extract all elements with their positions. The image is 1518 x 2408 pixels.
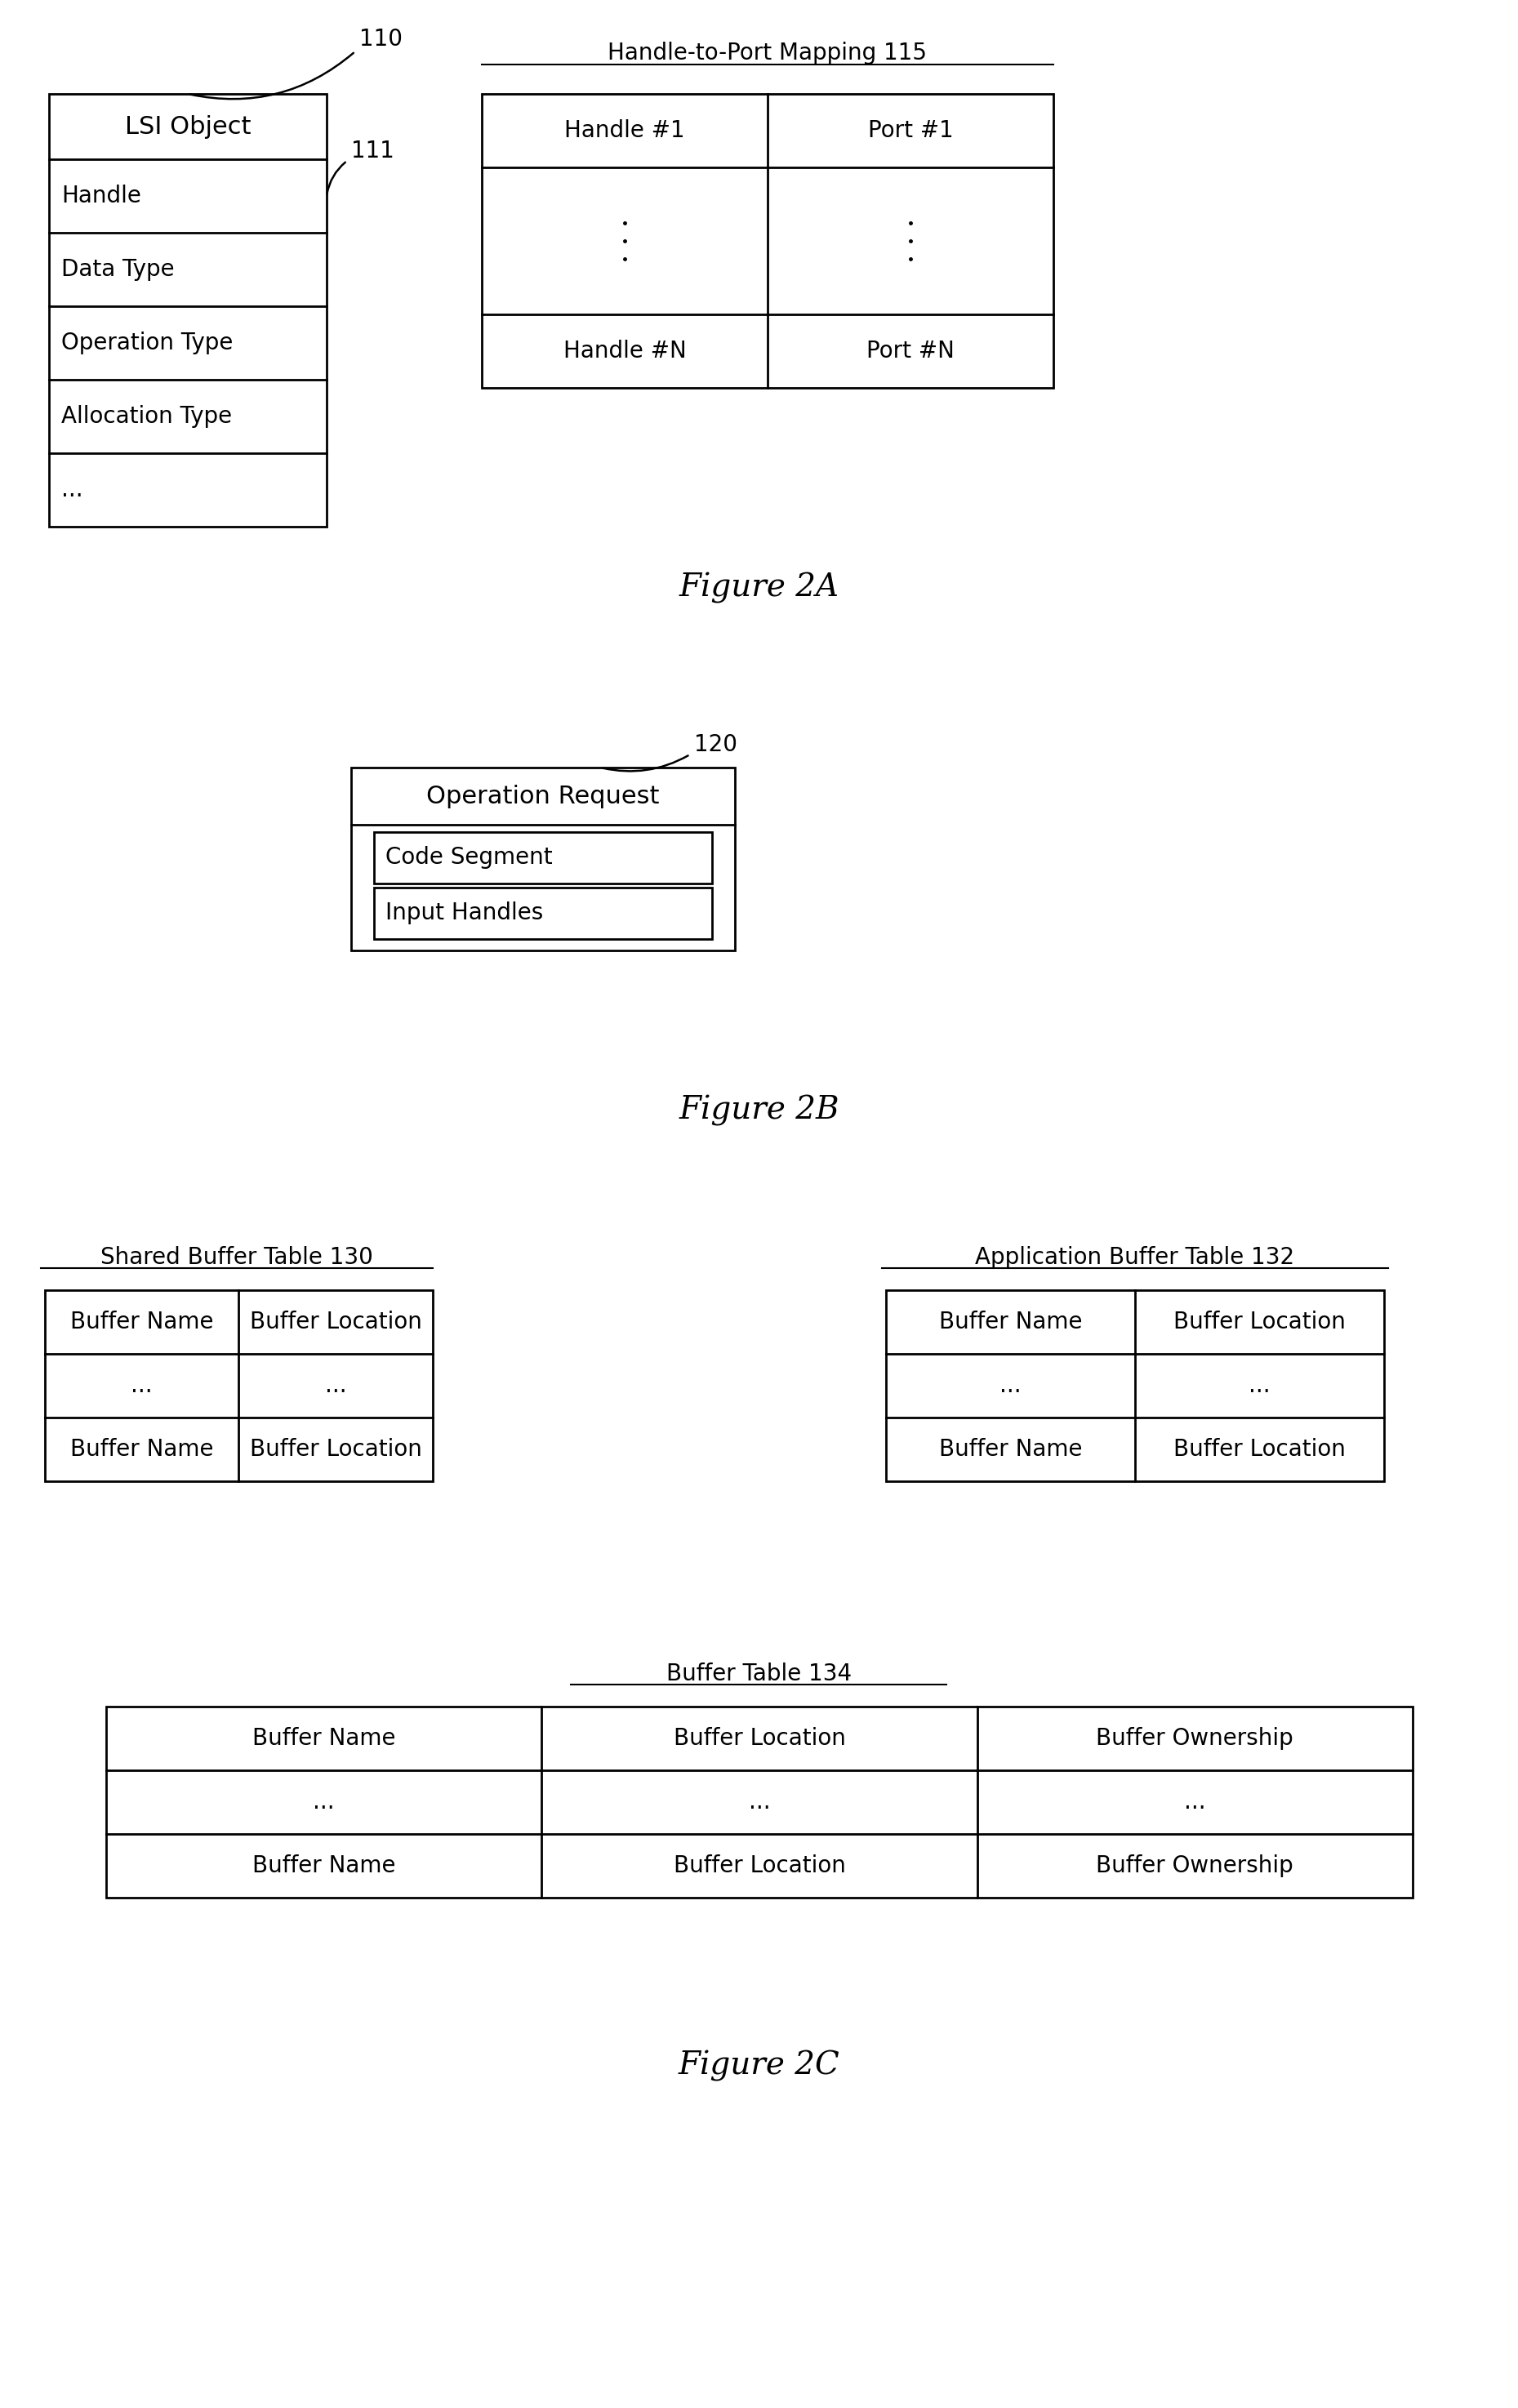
Bar bbox=[887, 1291, 1384, 1481]
Text: Shared Buffer Table 130: Shared Buffer Table 130 bbox=[100, 1245, 373, 1269]
Text: Operation Request: Operation Request bbox=[427, 785, 660, 809]
Text: Buffer Location: Buffer Location bbox=[250, 1438, 422, 1462]
Text: ...: ... bbox=[61, 479, 83, 501]
FancyArrowPatch shape bbox=[326, 161, 345, 193]
Text: Buffer Name: Buffer Name bbox=[938, 1438, 1082, 1462]
Text: Buffer Name: Buffer Name bbox=[70, 1438, 214, 1462]
Bar bbox=[49, 94, 326, 527]
FancyArrowPatch shape bbox=[190, 53, 354, 99]
Text: ...: ... bbox=[131, 1375, 153, 1397]
Text: Buffer Location: Buffer Location bbox=[1173, 1438, 1345, 1462]
Text: Operation Type: Operation Type bbox=[61, 332, 234, 354]
Text: Handle #N: Handle #N bbox=[563, 340, 686, 364]
Text: ...: ... bbox=[313, 1792, 335, 1813]
Text: Buffer Name: Buffer Name bbox=[252, 1727, 396, 1751]
Text: Input Handles: Input Handles bbox=[386, 903, 543, 925]
Bar bbox=[481, 94, 1053, 388]
Text: ...: ... bbox=[748, 1792, 770, 1813]
Text: 110: 110 bbox=[360, 29, 402, 51]
Text: ...: ... bbox=[1249, 1375, 1271, 1397]
Text: Port #1: Port #1 bbox=[868, 120, 953, 142]
Text: Buffer Location: Buffer Location bbox=[674, 1854, 846, 1878]
Text: Data Type: Data Type bbox=[61, 258, 175, 282]
Text: Buffer Ownership: Buffer Ownership bbox=[1096, 1854, 1293, 1878]
Text: Handle #1: Handle #1 bbox=[565, 120, 685, 142]
Text: ...: ... bbox=[325, 1375, 346, 1397]
FancyArrowPatch shape bbox=[603, 756, 688, 771]
Bar bbox=[46, 1291, 433, 1481]
Text: Allocation Type: Allocation Type bbox=[61, 405, 232, 429]
Text: Figure 2C: Figure 2C bbox=[679, 2049, 839, 2081]
Text: Figure 2B: Figure 2B bbox=[679, 1096, 839, 1127]
Text: Application Buffer Table 132: Application Buffer Table 132 bbox=[976, 1245, 1295, 1269]
Text: Handle-to-Port Mapping 115: Handle-to-Port Mapping 115 bbox=[607, 41, 927, 65]
Text: Buffer Location: Buffer Location bbox=[674, 1727, 846, 1751]
Text: Buffer Table 134: Buffer Table 134 bbox=[666, 1662, 852, 1686]
Text: Handle: Handle bbox=[61, 185, 141, 207]
Text: Buffer Name: Buffer Name bbox=[70, 1310, 214, 1334]
Text: Buffer Name: Buffer Name bbox=[252, 1854, 396, 1878]
Text: Buffer Location: Buffer Location bbox=[250, 1310, 422, 1334]
Text: 111: 111 bbox=[351, 140, 395, 161]
Bar bbox=[373, 833, 712, 884]
Bar bbox=[373, 889, 712, 939]
Text: 120: 120 bbox=[694, 734, 738, 756]
Text: Buffer Name: Buffer Name bbox=[938, 1310, 1082, 1334]
Text: Code Segment: Code Segment bbox=[386, 845, 553, 869]
Text: Figure 2A: Figure 2A bbox=[679, 573, 839, 604]
Text: LSI Object: LSI Object bbox=[124, 116, 250, 137]
Text: ...: ... bbox=[1184, 1792, 1205, 1813]
Text: Buffer Location: Buffer Location bbox=[1173, 1310, 1345, 1334]
Text: Port #N: Port #N bbox=[867, 340, 955, 364]
Text: ...: ... bbox=[1000, 1375, 1022, 1397]
Bar bbox=[106, 1707, 1413, 1898]
Bar bbox=[351, 768, 735, 951]
Text: Buffer Ownership: Buffer Ownership bbox=[1096, 1727, 1293, 1751]
